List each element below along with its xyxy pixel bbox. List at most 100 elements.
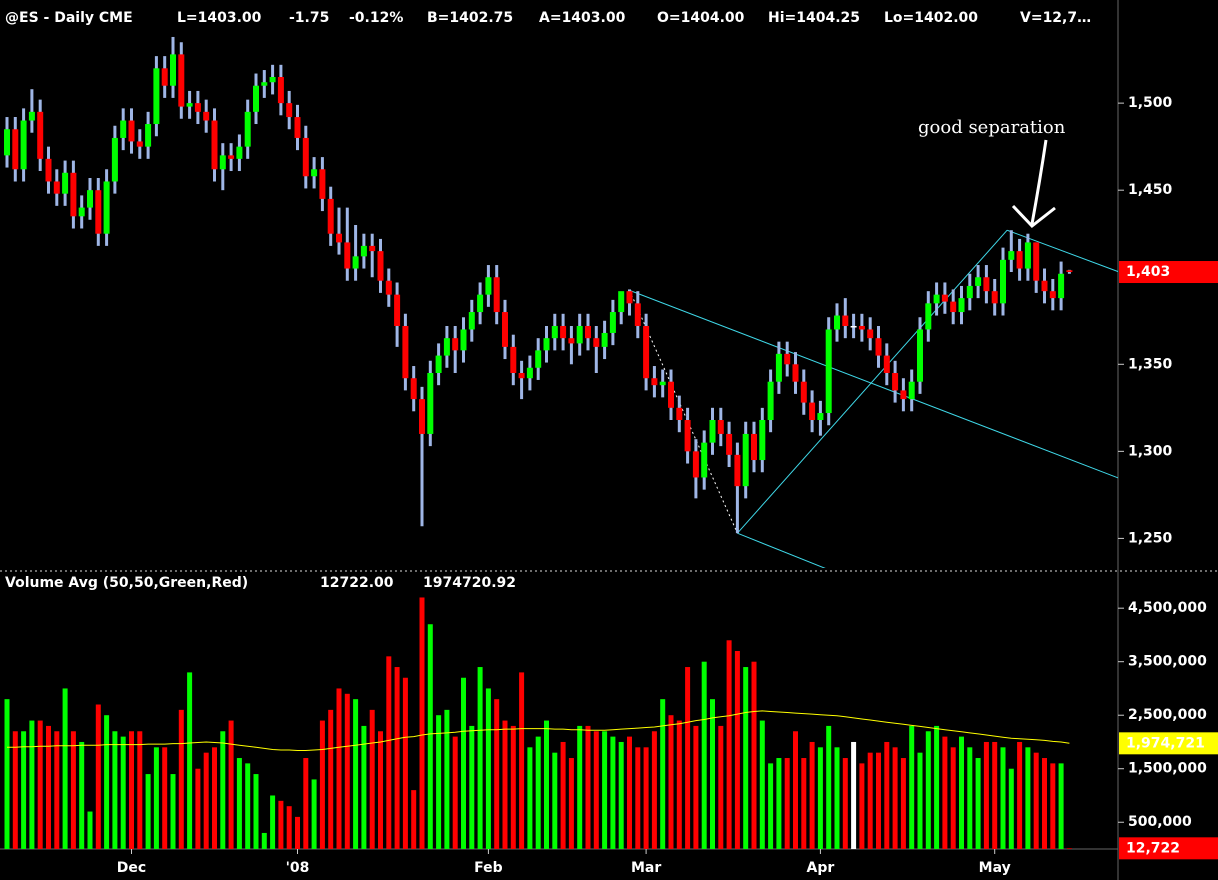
candle-body <box>402 325 409 379</box>
candle-body <box>726 433 733 455</box>
candle-body <box>111 137 118 182</box>
volume-bar <box>203 752 209 849</box>
candle-body <box>4 129 10 156</box>
volume-bar <box>353 699 359 849</box>
candle-body <box>344 242 351 269</box>
candle-body <box>211 120 218 170</box>
candle-body <box>692 451 699 478</box>
candle-body <box>87 190 93 208</box>
arrow-head <box>1011 204 1056 229</box>
candle-body <box>452 338 459 351</box>
volume-bar <box>876 752 881 849</box>
trendline <box>1006 229 1118 273</box>
candle-body <box>244 111 251 147</box>
volume-bar <box>701 661 707 849</box>
volume-bar <box>270 795 276 849</box>
last-value-marker <box>1119 837 1218 860</box>
trendlines <box>629 229 1118 568</box>
candle-body <box>526 367 533 379</box>
x-tick-label: '08 <box>286 860 310 876</box>
candle-body <box>360 245 367 257</box>
volume-bar <box>934 725 940 849</box>
volume-bar <box>444 709 450 849</box>
candle-body <box>510 346 517 373</box>
candle-body <box>1058 273 1065 299</box>
volume-bar <box>236 758 242 849</box>
candle-body <box>477 294 484 313</box>
volume-bar <box>378 731 383 849</box>
header-item: A=1403.00 <box>539 10 626 26</box>
volume-bar <box>610 736 616 849</box>
volume-bar <box>502 720 508 849</box>
last-value-marker <box>1119 732 1218 755</box>
candle-body <box>435 355 442 373</box>
candle-body <box>825 329 832 414</box>
volume-bar <box>1066 848 1072 849</box>
volume-bar <box>4 699 10 849</box>
volume-bar <box>95 704 101 849</box>
candle-body <box>460 329 467 351</box>
volume-bar <box>585 725 591 849</box>
candle-body <box>742 433 749 487</box>
volume-bar <box>344 693 350 849</box>
candle-body <box>128 120 135 142</box>
volume-bar <box>909 725 915 849</box>
header-item: -0.12% <box>349 10 403 26</box>
candle-body <box>410 378 417 400</box>
volume-bar <box>286 806 292 849</box>
candle-body <box>593 338 600 347</box>
volume-bar <box>162 747 168 849</box>
candle-body <box>917 329 923 382</box>
candle-body <box>958 298 965 313</box>
y-tick-label: 2,500,000 <box>1128 707 1207 723</box>
volume-bar <box>212 747 217 849</box>
volume-bar <box>859 763 865 849</box>
y-tick-label: 1,450 <box>1128 182 1173 198</box>
volume-bar <box>768 763 774 849</box>
volume-bar <box>62 688 68 849</box>
candle-body <box>53 181 60 194</box>
volume-bar <box>328 709 334 849</box>
candle-body <box>253 85 259 112</box>
y-tick-label: 3,500,000 <box>1128 654 1207 670</box>
candle-body <box>975 277 982 286</box>
candle-body <box>767 381 774 421</box>
candle-body <box>12 129 19 170</box>
volume-bar <box>369 709 375 849</box>
volume-bar <box>278 800 284 849</box>
candle-body <box>966 285 973 299</box>
candle-body <box>352 256 359 269</box>
annotation: good separation <box>918 117 1066 138</box>
candle-body <box>875 338 882 356</box>
volume-bar <box>519 672 525 849</box>
volume-bar <box>743 667 749 849</box>
volume-bar <box>834 747 840 849</box>
candle-body <box>991 291 998 304</box>
candle-body <box>784 353 791 365</box>
candle-body <box>203 111 210 121</box>
candle-body <box>850 325 857 328</box>
volume-bar <box>568 758 574 849</box>
header-item: V=12,7… <box>1020 10 1091 26</box>
volume-bar <box>419 597 425 849</box>
header-item: @ES - Daily CME <box>5 10 133 26</box>
candle-body <box>941 294 948 302</box>
candle-body <box>178 54 185 107</box>
candle-body <box>543 338 550 351</box>
candle-body <box>651 378 658 386</box>
candle-body <box>1016 251 1023 269</box>
candle-body <box>95 190 102 234</box>
volume-bar <box>660 699 666 849</box>
candle-body <box>294 117 301 138</box>
volume-bar <box>809 741 815 849</box>
candle-body <box>1049 291 1056 299</box>
volume-bar <box>510 725 516 849</box>
volume-bar <box>577 725 583 849</box>
candle-body <box>643 325 650 379</box>
volume-bar <box>975 758 981 849</box>
candle-body <box>535 350 542 368</box>
candle-body <box>194 103 201 112</box>
candle-body <box>468 312 475 330</box>
